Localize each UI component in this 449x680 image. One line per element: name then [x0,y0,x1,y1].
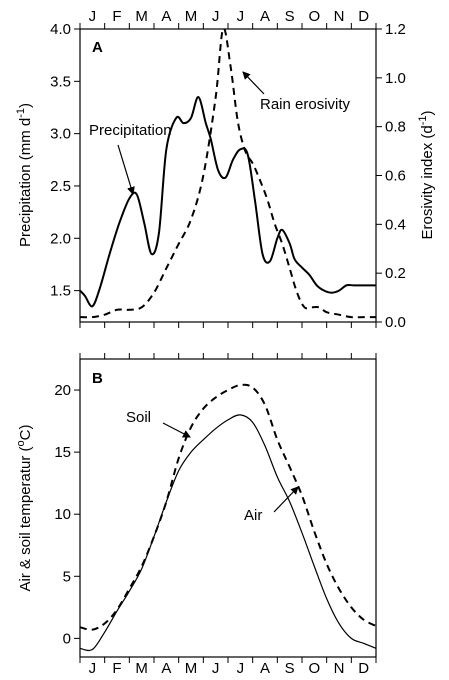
panel-a-left-axis-ticks: 1.5 2.0 2.5 3.0 3.5 4.0 [50,21,80,300]
panel-a-right-tick-label: 1.0 [385,70,406,87]
month-label: A [260,660,270,677]
panel-b-left-axis-ticks: 0 5 10 15 20 [54,382,80,647]
annotation-precipitation: Precipitation [89,122,172,139]
panel-b-left-tick-label: 15 [54,444,71,461]
panel-a-left-tick-label: 4.0 [50,21,71,38]
month-label: O [308,8,320,25]
month-label: N [334,660,345,677]
panel-b-bottom-month-ticks [79,657,377,663]
panel-a-right-axis-ticks: 0.0 0.2 0.4 0.6 0.8 1.0 1.2 [376,21,406,331]
month-label: M [135,8,148,25]
panel-b-left-tick-label: 20 [54,382,71,399]
month-label: J [89,660,97,677]
month-label: A [161,8,171,25]
series-line-rain-erosivity [79,27,376,319]
panel-b-y-axis-label: Air & soil temperatur (oC) [15,424,34,591]
annotation-air: Air [244,507,262,524]
series-line-precipitation [79,96,376,308]
panel-a-left-tick-label: 3.0 [50,126,71,143]
panel-a-right-tick-label: 0.4 [385,216,406,233]
panel-a-bottom-ticks [79,322,377,328]
panel-a-top-month-ticks [79,23,377,29]
month-label: M [185,8,198,25]
month-label: N [334,8,345,25]
month-label: S [285,660,295,677]
panel-a-right-tick-label: 0.0 [385,314,406,331]
month-label: O [308,660,320,677]
month-label: A [260,8,270,25]
series-line-soil [79,383,377,631]
panel-a-left-tick-label: 1.5 [50,283,71,300]
month-label: F [112,8,121,25]
month-label: D [358,8,369,25]
month-label: D [358,660,369,677]
annotation-soil: Soil [126,409,151,426]
month-label: F [112,660,121,677]
panel-a-left-tick-label: 3.5 [50,73,71,90]
panel-a-left-tick-label: 2.0 [50,230,71,247]
panel-b-left-tick-label: 5 [63,568,71,585]
month-label: A [161,660,171,677]
month-label: J [212,8,220,25]
panel-a-y2-axis-label: Erosivity index (d-1) [417,111,436,240]
month-label: J [212,660,220,677]
panel-a-right-tick-label: 0.6 [385,168,406,185]
panel-b-left-tick-label: 0 [63,630,71,647]
series-line-air [79,414,377,652]
annotation-soil-arrow [162,422,191,438]
month-label: S [285,8,295,25]
month-label: M [135,660,148,677]
panel-a-right-tick-label: 0.8 [385,119,406,136]
panel-a-label: A [92,39,103,56]
panel-b-label: B [92,370,103,387]
month-label: J [237,8,245,25]
panel-b-left-tick-label: 10 [54,506,71,523]
annotation-rain-erosivity-arrow [242,71,265,95]
panel-a-y-axis-label: Precipitation (mm d-1) [15,103,34,247]
panel-a-left-tick-label: 2.5 [50,178,71,195]
panel-b-top-ticks [79,353,377,359]
annotation-air-arrow [273,486,299,513]
panel-b-frame [79,358,377,658]
annotation-precipitation-arrow [117,144,135,195]
panel-a-right-tick-label: 0.2 [385,265,406,282]
month-label: J [237,660,245,677]
annotation-rain-erosivity: Rain erosivity [260,96,351,113]
panel-a-right-tick-label: 1.2 [385,21,406,38]
month-label: M [185,660,198,677]
month-label: J [89,8,97,25]
